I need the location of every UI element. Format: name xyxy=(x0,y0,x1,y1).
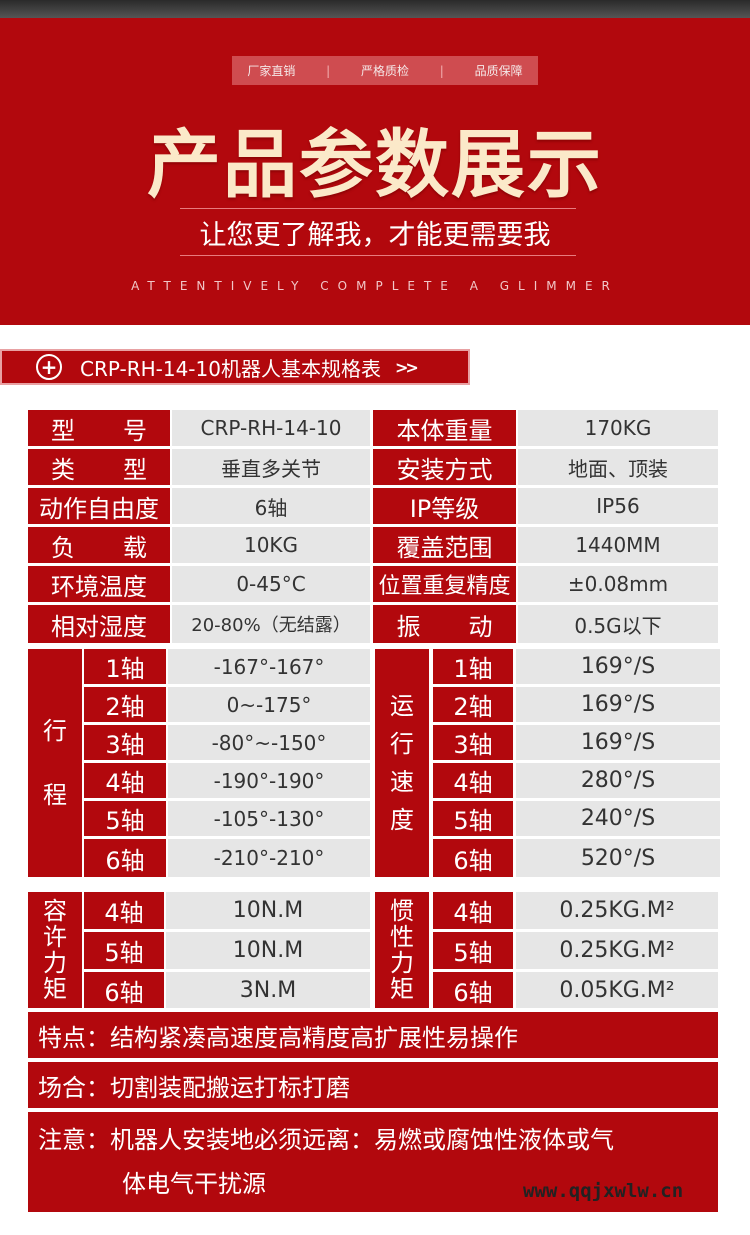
caution-line-1: 注意：机器人安装地必须远离：易燃或腐蚀性液体或气 xyxy=(38,1126,614,1154)
travel-label-char: 程 xyxy=(43,781,67,809)
speed-value-3: 169°/S xyxy=(516,725,720,760)
page-title: 产品参数展示 xyxy=(147,122,603,208)
spec-label-repeatability: 位置重复精度 xyxy=(373,566,516,602)
torque-label-char: 力 xyxy=(43,949,67,977)
spec-label-payload: 负 载 xyxy=(28,527,170,563)
travel-value-4: -190°-190° xyxy=(168,763,370,798)
tag-separator: | xyxy=(439,63,444,78)
travel-axis-1: 1轴 xyxy=(84,649,166,684)
watermark: www.qqjxwlw.cn xyxy=(523,1180,684,1202)
plus-circle-icon: + xyxy=(36,354,62,380)
caution-note: 注意：机器人安装地必须远离：易燃或腐蚀性液体或气 体电气干扰源 xyxy=(28,1112,718,1212)
spec-value-dof: 6轴 xyxy=(172,488,370,524)
applications-note: 场合：切割装配搬运打标打磨 xyxy=(28,1062,718,1108)
spec-value-humidity: 20-80%（无结露） xyxy=(172,605,370,643)
travel-value-2: 0~-175° xyxy=(168,687,370,722)
speed-axis-6: 6轴 xyxy=(433,839,513,877)
travel-axis-5: 5轴 xyxy=(84,801,166,836)
caution-line-2: 体电气干扰源 xyxy=(122,1170,266,1198)
torque-label-char: 容 xyxy=(43,897,67,925)
travel-range-label: 行 程 xyxy=(28,649,82,877)
inertia-value-5: 0.25KG.M² xyxy=(516,932,718,969)
travel-value-5: -105°-130° xyxy=(168,801,370,836)
inertia-label: 惯 性 力 矩 xyxy=(375,892,429,1008)
tag-quality-guarantee: 品质保障 xyxy=(474,64,523,78)
spec-label-model: 型 号 xyxy=(28,410,170,446)
travel-value-6: -210°-210° xyxy=(168,839,370,877)
torque-axis-6: 6轴 xyxy=(84,972,164,1008)
top-dark-strip xyxy=(0,0,750,18)
spec-label-reach: 覆盖范围 xyxy=(373,527,516,563)
spec-section-header: + CRP-RH-14-10机器人基本规格表 >> xyxy=(0,349,470,385)
speed-axis-5: 5轴 xyxy=(433,801,513,836)
speed-axis-4: 4轴 xyxy=(433,763,513,798)
inertia-label-char: 性 xyxy=(390,923,414,951)
travel-axis-4: 4轴 xyxy=(84,763,166,798)
inertia-label-char: 惯 xyxy=(390,897,414,925)
speed-label-char: 运 xyxy=(390,692,414,720)
travel-label-char: 行 xyxy=(43,717,67,745)
speed-label: 运 行 速 度 xyxy=(375,649,429,877)
speed-value-5: 240°/S xyxy=(516,801,720,836)
spec-label-humidity: 相对湿度 xyxy=(28,605,170,643)
spec-value-ip: IP56 xyxy=(518,488,718,524)
inertia-axis-5: 5轴 xyxy=(433,932,513,969)
speed-axis-1: 1轴 xyxy=(433,649,513,684)
travel-axis-2: 2轴 xyxy=(84,687,166,722)
spec-value-mounting: 地面、顶装 xyxy=(518,449,718,485)
spec-value-vibration: 0.5G以下 xyxy=(518,605,718,643)
spec-label-temperature: 环境温度 xyxy=(28,566,170,602)
torque-value-6: 3N.M xyxy=(166,972,370,1008)
speed-value-4: 280°/S xyxy=(516,763,720,798)
inertia-value-4: 0.25KG.M² xyxy=(516,892,718,929)
spec-label-ip: IP等级 xyxy=(373,488,516,524)
speed-axis-3: 3轴 xyxy=(433,725,513,760)
inertia-value-6: 0.05KG.M² xyxy=(516,972,718,1008)
section-title: CRP-RH-14-10机器人基本规格表 xyxy=(80,356,381,381)
spec-value-reach: 1440MM xyxy=(518,527,718,563)
tag-direct-sale: 厂家直销 xyxy=(247,64,296,78)
torque-label-char: 矩 xyxy=(43,975,67,1003)
torque-label: 容 许 力 矩 xyxy=(28,892,82,1008)
spec-label-mounting: 安装方式 xyxy=(373,449,516,485)
english-tagline: ATTENTIVELY COMPLETE A GLIMMER xyxy=(131,279,619,293)
spec-label-vibration: 振 动 xyxy=(373,605,516,643)
speed-axis-2: 2轴 xyxy=(433,687,513,722)
spec-value-type: 垂直多关节 xyxy=(172,449,370,485)
inertia-axis-4: 4轴 xyxy=(433,892,513,929)
page-subtitle: 让您更了解我，才能更需要我 xyxy=(199,220,551,251)
tag-bar: 厂家直销 | 严格质检 | 品质保障 xyxy=(232,56,538,85)
spec-value-repeatability: ±0.08mm xyxy=(518,566,718,602)
spec-value-payload: 10KG xyxy=(172,527,370,563)
travel-value-3: -80°~-150° xyxy=(168,725,370,760)
travel-value-1: -167°-167° xyxy=(168,649,370,684)
tag-quality-check: 严格质检 xyxy=(360,64,409,78)
travel-axis-6: 6轴 xyxy=(84,839,166,877)
torque-value-4: 10N.M xyxy=(166,892,370,929)
speed-value-6: 520°/S xyxy=(516,839,720,877)
spec-value-weight: 170KG xyxy=(518,410,718,446)
torque-axis-4: 4轴 xyxy=(84,892,164,929)
speed-value-1: 169°/S xyxy=(516,649,720,684)
speed-label-char: 度 xyxy=(390,806,414,834)
speed-value-2: 169°/S xyxy=(516,687,720,722)
torque-label-char: 许 xyxy=(43,923,67,951)
inertia-axis-6: 6轴 xyxy=(433,972,513,1008)
spec-value-model: CRP-RH-14-10 xyxy=(172,410,370,446)
inertia-label-char: 矩 xyxy=(390,975,414,1003)
spec-value-temperature: 0-45°C xyxy=(172,566,370,602)
torque-value-5: 10N.M xyxy=(166,932,370,969)
spec-label-weight: 本体重量 xyxy=(373,410,516,446)
speed-label-char: 行 xyxy=(390,730,414,758)
torque-axis-5: 5轴 xyxy=(84,932,164,969)
spec-label-type: 类 型 xyxy=(28,449,170,485)
travel-axis-3: 3轴 xyxy=(84,725,166,760)
tag-separator: | xyxy=(326,63,331,78)
inertia-label-char: 力 xyxy=(390,949,414,977)
features-note: 特点：结构紧凑高速度高精度高扩展性易操作 xyxy=(28,1012,718,1058)
subtitle-frame xyxy=(180,208,576,256)
speed-label-char: 速 xyxy=(390,768,414,796)
spec-label-dof: 动作自由度 xyxy=(28,488,170,524)
double-arrow-icon: >> xyxy=(394,357,419,377)
